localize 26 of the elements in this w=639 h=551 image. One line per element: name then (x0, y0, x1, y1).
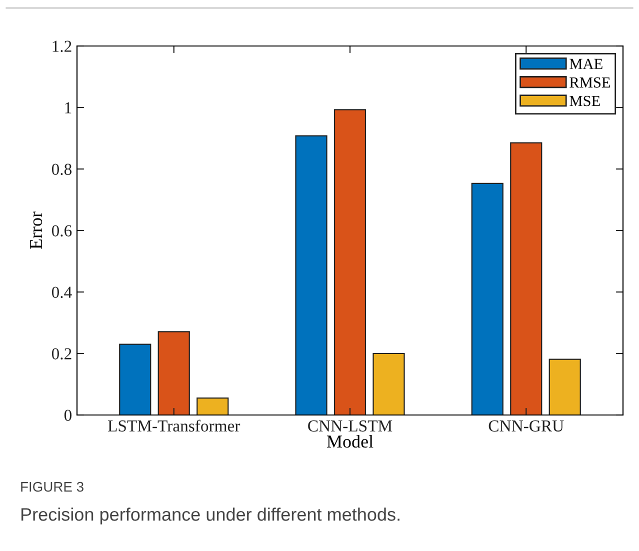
x-tick-label: LSTM-Transformer (108, 420, 240, 432)
text: Precision performance under different methods. (21, 508, 400, 524)
y-tick-label: 0.2 (52, 348, 72, 360)
bar (295, 135, 328, 415)
bar (119, 344, 152, 415)
bar (196, 398, 229, 415)
caption: FIGURE 3 (21, 482, 84, 492)
y-axis-title: Error (30, 212, 42, 250)
y-tick-label: 0.4 (52, 286, 72, 298)
legend-label: RMSE (570, 77, 610, 88)
legend-label: MAE (570, 58, 602, 69)
x-tick-label: CNN-LSTM (308, 420, 392, 432)
bar (510, 142, 542, 415)
y-tick-label: 1 (65, 102, 72, 114)
bar (548, 358, 581, 415)
legend-label: MSE (570, 96, 600, 106)
y-tick-label: 0 (64, 410, 72, 421)
bar (334, 109, 366, 415)
y-tick-label: 0.6 (52, 225, 72, 237)
y-tick-label: 0.8 (52, 164, 72, 176)
x-axis-title: Model (326, 434, 374, 448)
bar (372, 352, 405, 415)
x-tick-label: CNN-GRU (488, 420, 564, 432)
bar (158, 331, 190, 415)
y-tick-label: 1.2 (52, 40, 72, 52)
bar (471, 182, 504, 415)
